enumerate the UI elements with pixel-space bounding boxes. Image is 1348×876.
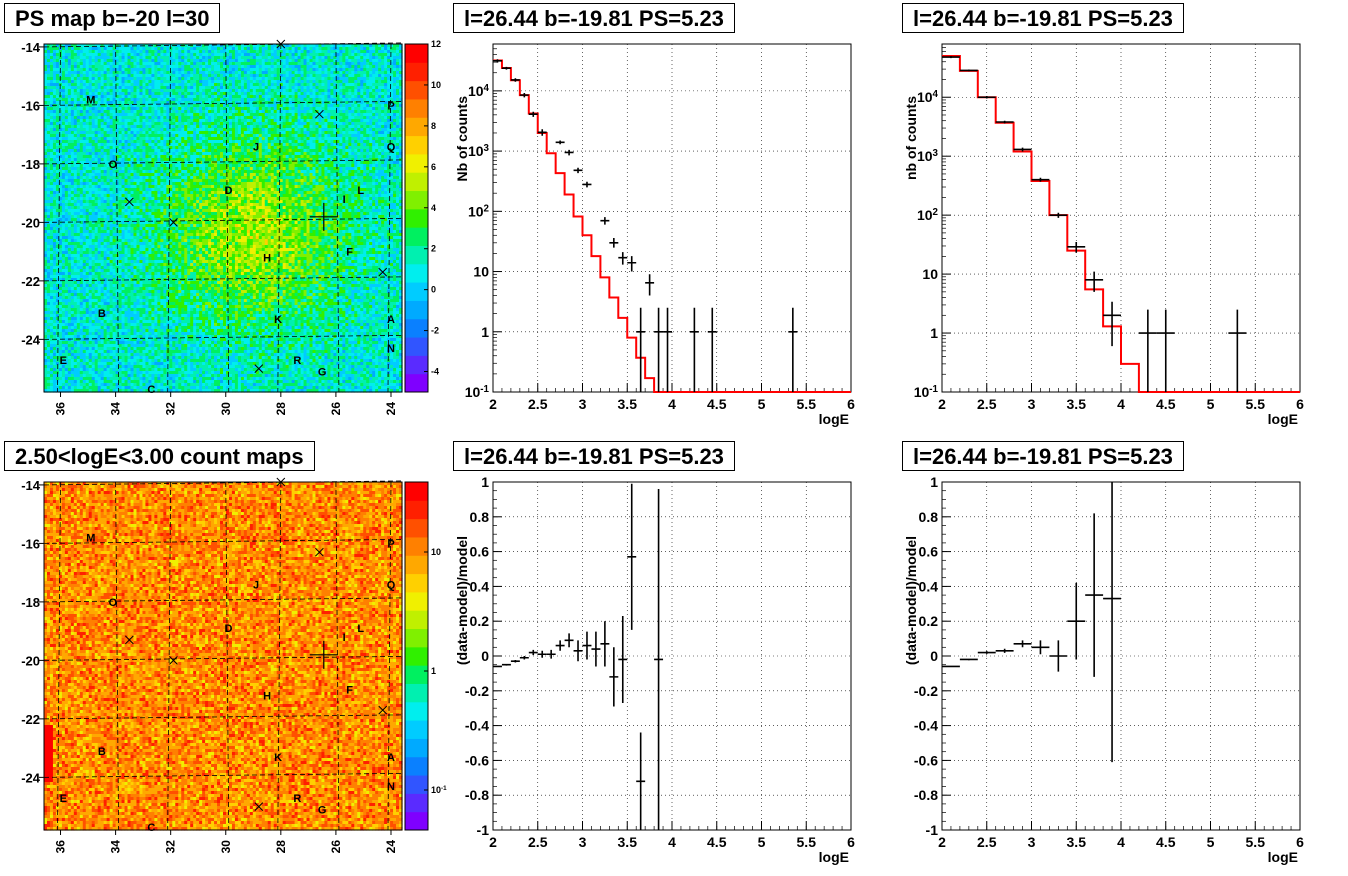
map_top-panel: 36 34 32 30 28 26 24-14-16-18-20-22-24M PJ QOD LI… [21,39,441,415]
map_top-cells [44,44,403,393]
figure-canvas: 36 34 32 30 28 26 24-14-16-18-20-22-24M PJ QOD LI… [0,0,1348,876]
